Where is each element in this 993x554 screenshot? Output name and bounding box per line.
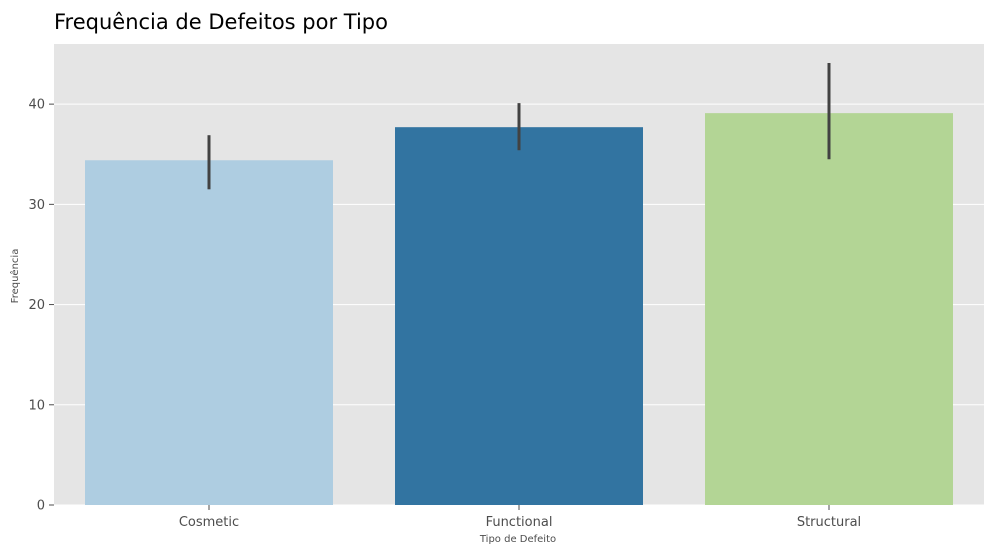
x-axis: Cosmetic Functional Structural: [179, 505, 861, 530]
x-tick-label: Functional: [486, 515, 553, 530]
y-tick-label: 40: [28, 98, 45, 113]
y-axis: 0 10 20 30 40: [28, 98, 54, 514]
bar-functional: [395, 127, 643, 506]
bars-group: [85, 113, 953, 506]
bar-structural: [705, 113, 953, 506]
y-tick-label: 20: [28, 298, 45, 313]
y-tick-label: 10: [28, 398, 45, 413]
y-axis-label: Frequência: [9, 249, 21, 304]
x-tick-label: Cosmetic: [179, 515, 239, 530]
y-tick-label: 0: [37, 499, 45, 514]
chart-title: Frequência de Defeitos por Tipo: [54, 10, 388, 34]
y-tick-label: 30: [28, 198, 45, 213]
error-bars-group: [207, 63, 831, 190]
bar-cosmetic: [85, 160, 333, 505]
x-tick-label: Structural: [797, 515, 861, 530]
x-axis-label: Tipo de Defeito: [479, 534, 556, 545]
